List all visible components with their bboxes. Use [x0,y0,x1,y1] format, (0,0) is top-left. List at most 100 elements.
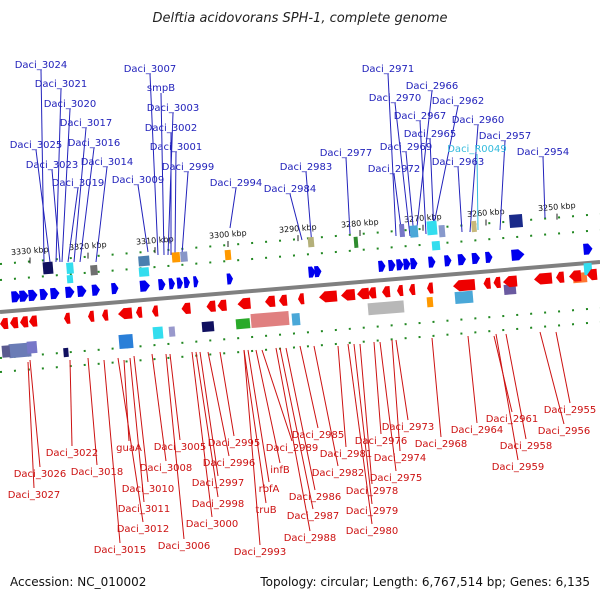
gene-label[interactable]: Daci_3018 [71,467,124,478]
gene-label[interactable]: Daci_2984 [264,184,317,195]
gene-label[interactable]: Daci_2999 [162,162,215,173]
gene-label[interactable]: Daci_2961 [486,414,539,425]
gene-label[interactable]: Daci_3020 [44,99,97,110]
gene-label[interactable]: Daci_2974 [374,453,427,464]
gene-label[interactable]: Daci_2987 [287,511,340,522]
gene-label[interactable]: Daci_2996 [203,458,256,469]
gene-label[interactable]: Daci_3024 [15,60,68,71]
reverse-gene-arrow [453,278,476,292]
gene-label[interactable]: Daci_R0049 [447,144,507,155]
feature-box [508,213,524,229]
gene-label[interactable]: infB [270,465,290,476]
gene-label[interactable]: Daci_3010 [122,484,175,495]
reverse-gene-arrow [556,271,565,283]
reverse-gene-arrow [29,315,38,327]
gene-label[interactable]: truB [255,505,276,516]
gene-label[interactable]: Daci_2994 [210,178,263,189]
gene-label[interactable]: Daci_2970 [369,93,422,104]
gene-label[interactable]: Daci_3005 [154,442,207,453]
gene-label[interactable]: Daci_3021 [35,79,88,90]
gene-label[interactable]: Daci_3006 [158,541,211,552]
label-leader-line [133,355,149,483]
gene-label[interactable]: guaA [116,443,142,454]
label-leader-line [275,347,311,532]
gene-label[interactable]: Daci_3007 [124,64,177,75]
label-leader-line [40,69,45,263]
gene-label[interactable]: Daci_2986 [289,492,342,503]
reverse-gene-arrow [397,284,404,297]
gene-label[interactable]: Daci_2957 [479,131,532,142]
gene-label[interactable]: Daci_2998 [192,499,245,510]
gene-label[interactable]: Daci_3001 [150,142,203,153]
forward-gene-arrow [314,265,322,278]
gene-label[interactable]: Daci_3008 [140,463,193,474]
gene-label[interactable]: Daci_3011 [118,504,171,515]
gene-label[interactable]: Daci_3009 [112,175,165,186]
gene-label[interactable]: Daci_3026 [14,469,67,480]
gene-label[interactable]: Daci_2965 [404,129,457,140]
gene-label[interactable]: Daci_2977 [320,148,373,159]
gene-label[interactable]: Daci_2956 [538,426,591,437]
gene-label[interactable]: Daci_3000 [186,519,239,530]
gene-label[interactable]: Daci_2979 [346,506,399,517]
reverse-gene-arrow [152,305,159,317]
gene-label[interactable]: Daci_2980 [346,526,399,537]
gene-label[interactable]: Daci_2995 [208,438,261,449]
gene-label[interactable]: Daci_2971 [362,64,415,75]
feature-box [409,225,419,238]
gene-label[interactable]: Daci_3023 [26,160,79,171]
gene-label[interactable]: Daci_2985 [292,430,345,441]
feature-box [201,321,215,333]
gene-label[interactable]: Daci_2988 [284,533,337,544]
gene-label[interactable]: Daci_2960 [452,115,505,126]
label-leader-line [51,169,61,263]
label-leader-line [457,166,463,233]
gene-label[interactable]: Daci_2973 [382,422,435,433]
gene-label[interactable]: Daci_2964 [451,425,504,436]
gene-label[interactable]: Daci_2958 [500,441,553,452]
gene-label[interactable]: Daci_2975 [370,473,423,484]
gene-label[interactable]: Daci_2993 [234,547,287,558]
gene-arrows [0,243,598,330]
gene-label[interactable]: Daci_3016 [68,138,121,149]
gene-label[interactable]: Daci_2972 [368,164,421,175]
gene-label[interactable]: Daci_3015 [94,545,147,556]
gene-label[interactable]: Daci_2981 [320,449,373,460]
forward-gene-arrow [183,276,190,289]
gene-label[interactable]: Daci_3022 [46,448,99,459]
gene-label[interactable]: Daci_2982 [312,468,365,479]
gene-label[interactable]: Daci_3012 [117,524,170,535]
gene-label[interactable]: Daci_2963 [432,157,485,168]
gene-label[interactable]: Daci_2978 [346,486,399,497]
gene-label[interactable]: Daci_2969 [380,142,433,153]
gene-label[interactable]: Daci_2968 [415,439,468,450]
gene-label[interactable]: Daci_3027 [8,490,61,501]
label-leader-line [469,124,479,233]
gene-label[interactable]: Daci_2954 [517,147,570,158]
gene-label[interactable]: Daci_2962 [432,96,485,107]
gene-label[interactable]: Daci_3025 [10,140,63,151]
gene-label[interactable]: Daci_3014 [81,157,134,168]
gene-label[interactable]: Daci_3017 [60,118,113,129]
forward-gene-arrow [28,289,38,302]
label-leader-line [79,147,95,263]
label-leader-line [476,153,479,231]
kbp-tick-label: 3300 kbp [209,228,247,240]
gene-label[interactable]: Daci_2983 [280,162,333,173]
gene-label[interactable]: Daci_2976 [355,436,408,447]
gene-label[interactable]: Daci_3003 [147,103,200,114]
map-title: Delftia acidovorans SPH-1, complete geno… [152,11,447,26]
gene-label[interactable]: rbfA [259,484,280,495]
gene-label[interactable]: Daci_2997 [192,478,245,489]
gene-label[interactable]: Daci_3019 [52,178,105,189]
label-leader-line [279,347,314,510]
gene-label[interactable]: Daci_3002 [145,123,198,134]
label-leader-line [431,105,459,235]
gene-label[interactable]: Daci_2959 [492,462,545,473]
gene-label[interactable]: Daci_2955 [544,405,597,416]
label-leader-line [29,359,41,468]
gene-label[interactable]: Daci_2989 [266,443,319,454]
gene-label[interactable]: smpB [147,83,175,94]
gene-label[interactable]: Daci_2967 [394,111,447,122]
gene-label[interactable]: Daci_2966 [406,81,459,92]
